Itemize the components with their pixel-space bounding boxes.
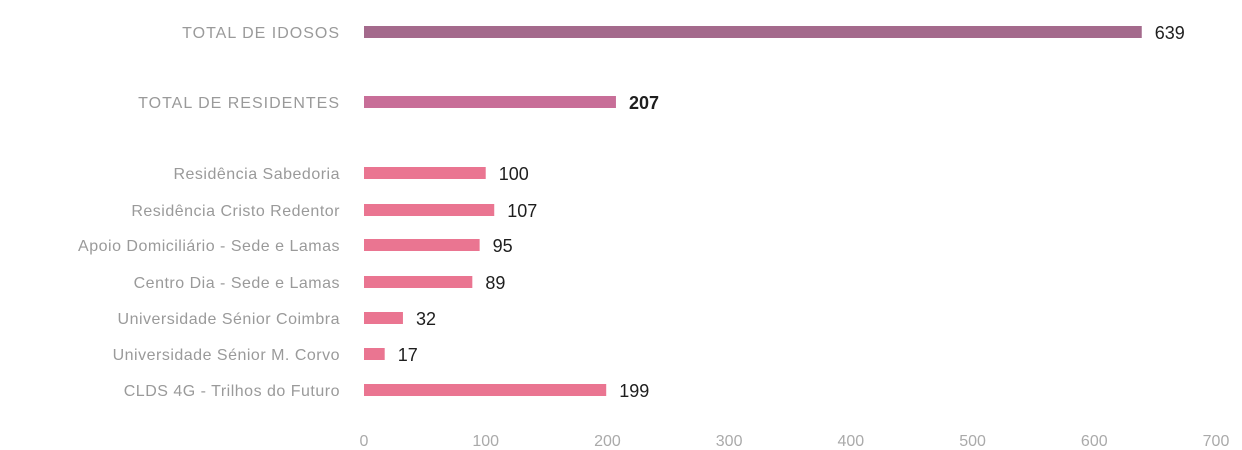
- x-tick-label: 0: [360, 433, 369, 450]
- bar: [364, 239, 480, 251]
- x-tick-label: 600: [1081, 433, 1108, 450]
- category-label: CLDS 4G - Trilhos do Futuro: [124, 383, 340, 400]
- value-label: 89: [485, 273, 505, 293]
- value-label: 207: [629, 93, 659, 113]
- category-label: TOTAL DE RESIDENTES: [138, 95, 340, 112]
- value-label: 32: [416, 309, 436, 329]
- x-tick-label: 700: [1203, 433, 1230, 450]
- x-tick-label: 300: [716, 433, 743, 450]
- category-label: Residência Cristo Redentor: [131, 203, 340, 220]
- value-label: 17: [398, 345, 418, 365]
- value-label: 100: [499, 164, 529, 184]
- value-label: 95: [493, 236, 513, 256]
- x-tick-label: 100: [472, 433, 499, 450]
- x-tick-label: 200: [594, 433, 621, 450]
- category-label: Residência Sabedoria: [173, 166, 340, 183]
- bar: [364, 204, 495, 216]
- category-label: TOTAL DE IDOSOS: [182, 25, 340, 42]
- value-label: 107: [507, 201, 537, 221]
- category-label: Universidade Sénior M. Corvo: [113, 347, 340, 364]
- bar: [364, 276, 473, 288]
- bar: [364, 312, 403, 324]
- category-label: Universidade Sénior Coimbra: [118, 311, 340, 328]
- category-label: Apoio Domiciliário - Sede e Lamas: [78, 238, 340, 255]
- bar: [364, 96, 616, 108]
- bar: [364, 348, 385, 360]
- bar: [364, 26, 1142, 38]
- category-label: Centro Dia - Sede e Lamas: [134, 275, 340, 292]
- value-label: 199: [619, 381, 649, 401]
- x-tick-label: 500: [959, 433, 986, 450]
- bar: [364, 167, 486, 179]
- x-tick-label: 400: [838, 433, 865, 450]
- value-label: 639: [1155, 23, 1185, 43]
- bar: [364, 384, 607, 396]
